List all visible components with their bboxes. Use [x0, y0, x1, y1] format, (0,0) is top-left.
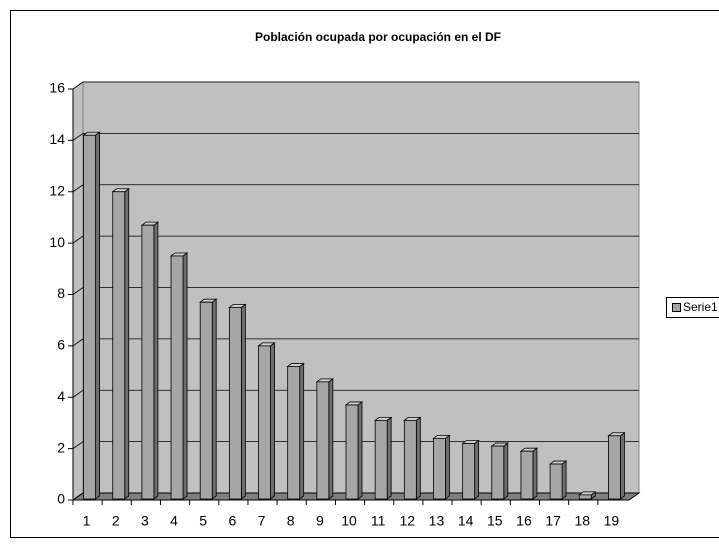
bar-front [287, 366, 301, 500]
y-tick-label: 2 [57, 439, 65, 455]
bar-front [491, 445, 505, 500]
x-tick-label: 9 [316, 513, 324, 529]
grid-line [72, 184, 639, 193]
bar-side [95, 131, 100, 500]
y-tick-label: 16 [49, 80, 65, 96]
bar [607, 431, 626, 500]
bar-side [211, 298, 217, 500]
grid-line [72, 441, 639, 449]
x-tick-label: 6 [228, 513, 236, 529]
x-tick-label: 19 [604, 513, 620, 529]
bar-front [170, 255, 184, 500]
bar [140, 221, 160, 500]
bar-front [403, 419, 417, 500]
x-tick-label: 4 [170, 513, 178, 529]
bar [82, 131, 101, 500]
bar-side [153, 221, 159, 500]
bar-side [270, 342, 275, 500]
grid-line [72, 81, 639, 90]
bar-front [578, 494, 592, 500]
bar-front [608, 435, 621, 500]
bar-side [182, 252, 188, 500]
grid-line [72, 287, 639, 295]
x-tick-label: 18 [574, 513, 590, 529]
bar [228, 303, 247, 500]
x-tick-label: 7 [258, 513, 266, 529]
bar [548, 460, 568, 500]
bar-side [386, 416, 392, 500]
bar [344, 401, 364, 500]
x-tick-label: 3 [141, 513, 149, 529]
bar-front [141, 224, 155, 500]
x-tick-label: 17 [545, 513, 561, 529]
legend-box [666, 297, 719, 318]
grid-line [72, 235, 639, 244]
grid-line [72, 492, 639, 501]
x-tick-label: 5 [199, 513, 207, 529]
bar-side [299, 362, 305, 500]
y-tick-label: 0 [57, 491, 65, 507]
bar-front [520, 450, 534, 500]
bar [199, 298, 218, 500]
bar [257, 342, 276, 500]
grid-line [72, 338, 639, 347]
bar-front [549, 463, 563, 500]
y-tick-label: 12 [49, 182, 65, 198]
bar-side [532, 447, 538, 500]
bar-side [561, 460, 567, 500]
bar-front [258, 345, 271, 500]
bar-front [462, 443, 476, 500]
bar [111, 187, 130, 500]
x-tick-label: 12 [400, 513, 416, 529]
bar-side [240, 303, 246, 500]
bar-front [433, 437, 446, 500]
bar-front [199, 301, 213, 500]
legend-label: Serie1 [683, 300, 718, 314]
grid-line [72, 389, 639, 398]
y-tick-label: 14 [49, 131, 65, 147]
y-tick-label: 8 [57, 285, 65, 301]
bar [519, 447, 539, 500]
bar [432, 434, 451, 500]
x-tick-label: 11 [371, 513, 386, 529]
bar-front [228, 306, 242, 500]
legend-swatch [672, 303, 681, 312]
bar-side [620, 431, 625, 500]
bar-front [112, 191, 126, 500]
x-tick-label: 15 [487, 513, 503, 529]
y-tick-label: 10 [49, 234, 65, 250]
bar-front [345, 404, 359, 500]
x-tick-label: 14 [458, 513, 474, 529]
bar-side [328, 378, 334, 500]
bar-side [503, 442, 509, 500]
bar [461, 439, 480, 500]
x-tick-label: 16 [516, 513, 532, 529]
bar-front [83, 134, 96, 500]
y-tick-label: 4 [57, 388, 65, 404]
bar-side [124, 187, 130, 500]
grid-line [72, 132, 639, 141]
bar [315, 378, 335, 500]
bar [169, 252, 189, 500]
bar [403, 416, 422, 500]
bar [490, 442, 509, 500]
bar [373, 416, 393, 500]
x-tick-label: 8 [287, 513, 295, 529]
bar-side [357, 401, 363, 500]
bar-front [316, 381, 330, 500]
y-tick-label: 6 [57, 337, 65, 353]
x-tick-label: 1 [83, 513, 91, 529]
x-tick-label: 2 [112, 513, 120, 529]
bar [578, 491, 597, 500]
x-tick-label: 10 [341, 513, 357, 529]
bar-side [415, 416, 421, 500]
bar-front [374, 419, 388, 500]
chart-title: Población ocupada por ocupación en el DF [255, 30, 501, 44]
bar-side [474, 439, 480, 500]
x-tick-label: 13 [429, 513, 445, 529]
bar-side [445, 434, 450, 500]
bar [286, 362, 305, 500]
